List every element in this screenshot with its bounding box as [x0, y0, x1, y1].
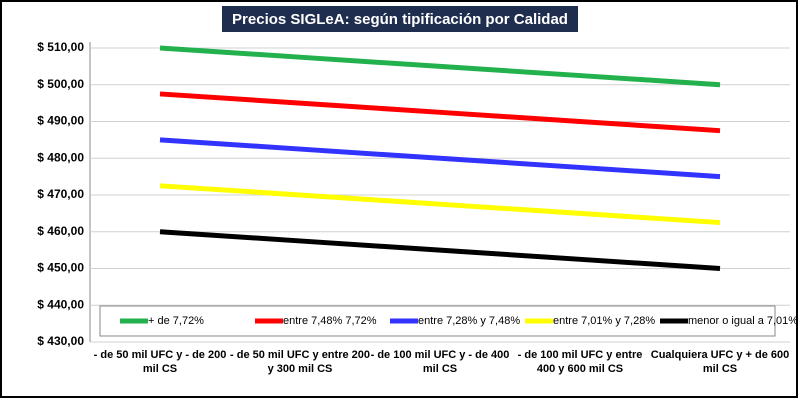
legend-label: menor o igual a 7,01% [688, 315, 798, 327]
chart-title: Precios SIGLeA: según tipificación por C… [232, 11, 568, 28]
y-tick-label: $ 490,00 [37, 114, 84, 128]
title-box [222, 6, 578, 32]
series-line [159, 183, 721, 226]
y-tick-label: $ 470,00 [37, 187, 84, 201]
y-tick-label: $ 460,00 [37, 224, 84, 238]
series-line [159, 229, 721, 271]
legend-label: entre 7,28% y 7,48% [418, 315, 520, 327]
series-line [159, 91, 721, 134]
x-tick-label: - de 50 mil UFC y - de 200 mil CS [93, 349, 227, 375]
y-tick-label: $ 430,00 [37, 334, 84, 348]
y-tick-label: $ 450,00 [37, 261, 84, 275]
legend-label: entre 7,48% 7,72% [283, 315, 377, 327]
legend-label: + de 7,72% [148, 315, 204, 327]
legend-label: entre 7,01% y 7,28% [553, 315, 655, 327]
x-tick-label: - de 50 mil UFC y entre 200 y 300 mil CS [230, 349, 370, 375]
series-line [159, 137, 721, 180]
x-tick-label: Cualquiera UFC y + de 600 mil CS [650, 349, 790, 375]
y-tick-label: $ 480,00 [37, 150, 84, 164]
series-line [159, 45, 721, 88]
y-tick-label: $ 510,00 [37, 40, 84, 54]
x-tick-label: - de 100 mil UFC y entre 400 y 600 mil C… [517, 349, 643, 375]
y-tick-label: $ 440,00 [37, 297, 84, 311]
x-tick-label: - de 100 mil UFC y - de 400 mil CS [370, 349, 510, 375]
y-tick-label: $ 500,00 [37, 77, 84, 91]
